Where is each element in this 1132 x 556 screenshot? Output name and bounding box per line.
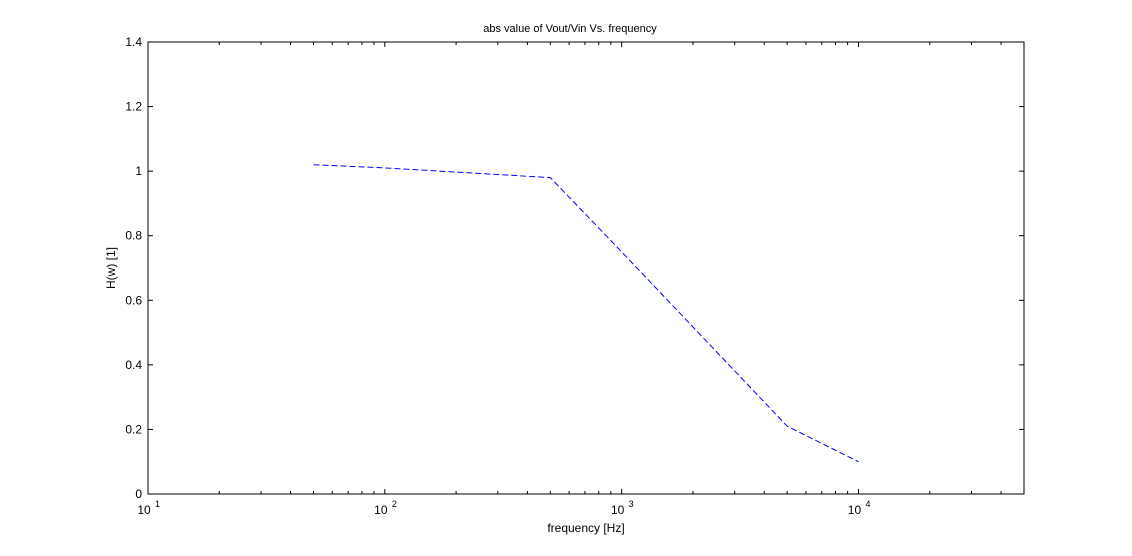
y-tick-label: 0 [135, 487, 142, 501]
x-tick-label: 10 [374, 503, 388, 517]
y-tick-label: 0.8 [125, 229, 142, 243]
y-tick-label: 1.2 [125, 100, 142, 114]
y-tick-label: 1 [135, 164, 142, 178]
x-tick-label-exponent: 4 [865, 499, 870, 509]
x-tick-label: 10 [611, 503, 625, 517]
y-tick-label: 0.4 [125, 358, 142, 372]
y-tick-label: 0.2 [125, 422, 142, 436]
x-tick-label-exponent: 2 [392, 499, 397, 509]
plot-area-frame [147, 41, 1025, 495]
x-axis-label: frequency [Hz] [547, 521, 624, 535]
axis-ticks [147, 41, 1025, 495]
chart-title: abs value of Vout/Vin Vs. frequency [483, 23, 657, 35]
series-layer [313, 164, 859, 463]
y-tick-label: 0.6 [125, 293, 142, 307]
x-tick-label-exponent: 3 [629, 499, 634, 509]
y-axis-label: H(w) [1] [104, 247, 118, 289]
x-tick-label-exponent: 1 [155, 499, 160, 509]
x-tick-label: 10 [137, 503, 151, 517]
series-line [313, 164, 859, 463]
tick-labels: 10 1 10 2 10 3 10 400.20.40.60.811.21.4 [125, 35, 870, 517]
y-tick-label: 1.4 [125, 35, 142, 49]
x-tick-label: 10 [848, 503, 862, 517]
